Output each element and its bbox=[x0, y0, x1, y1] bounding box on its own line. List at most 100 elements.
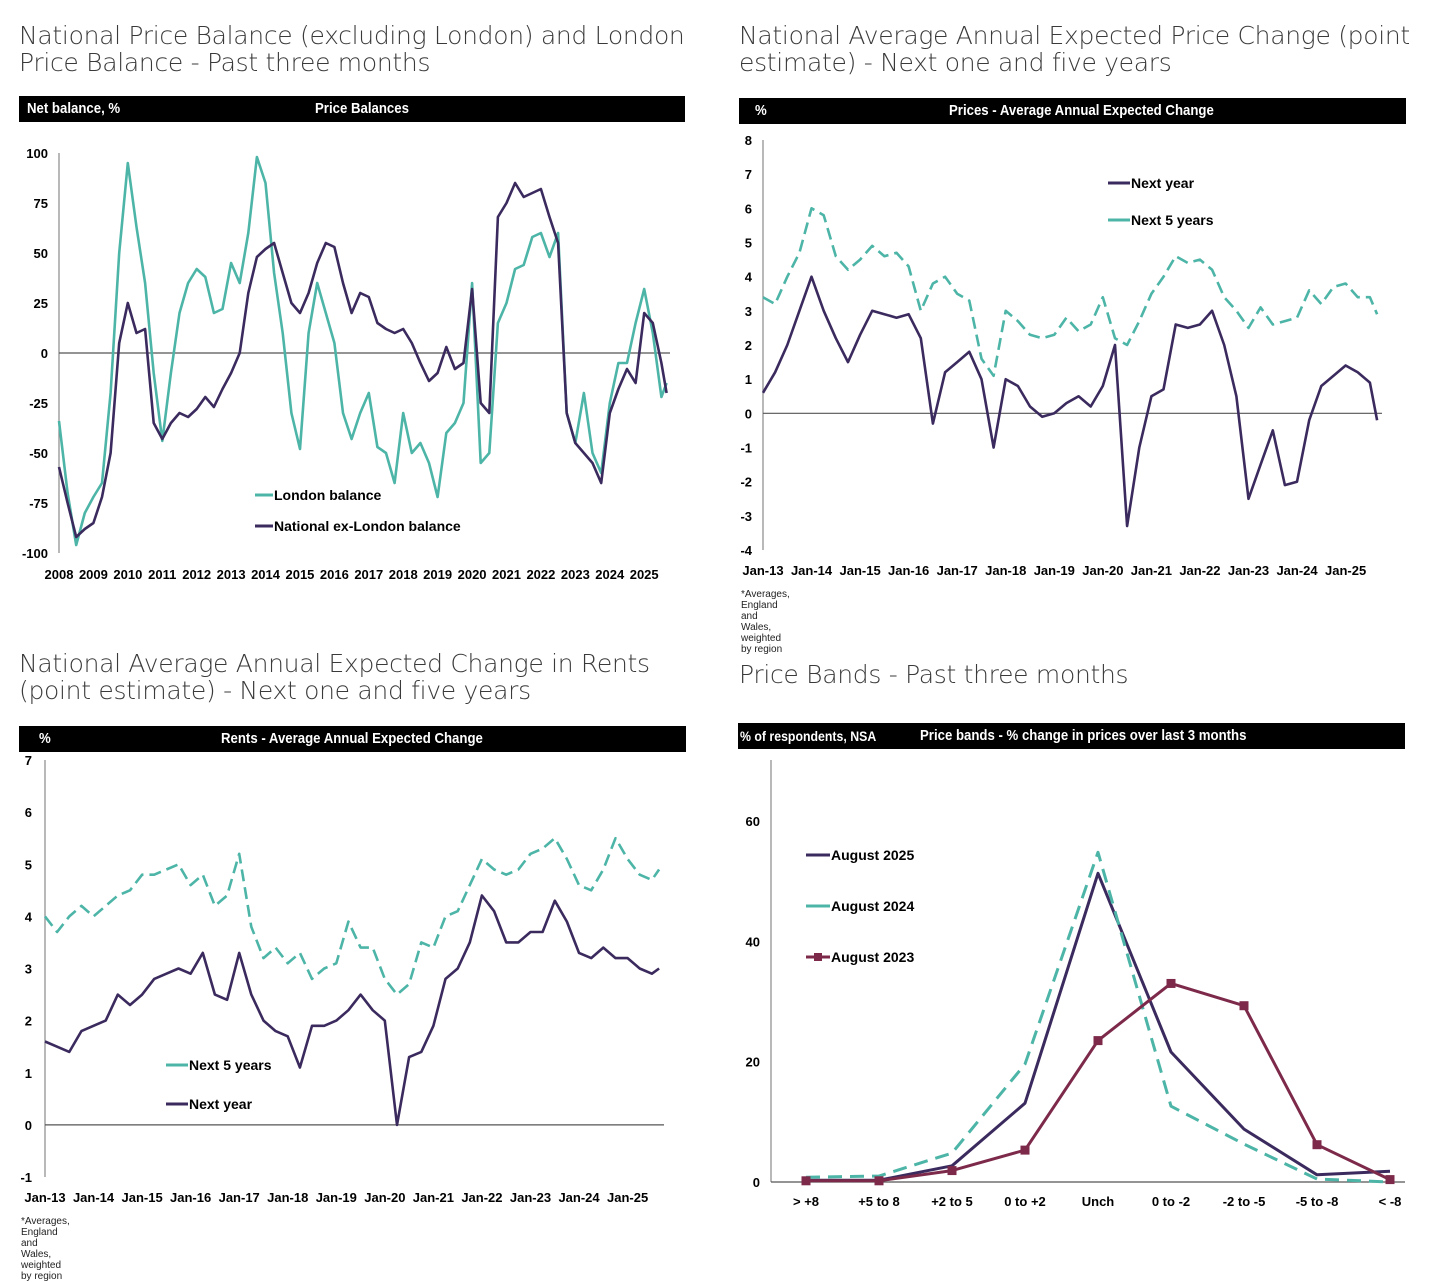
x-tick-label: > +8 bbox=[793, 1194, 819, 1209]
y-tick-label: 7 bbox=[745, 167, 752, 182]
footnote: *Averages, England and Wales, weighted b… bbox=[21, 1216, 70, 1282]
x-tick-label: Jan-13 bbox=[24, 1190, 65, 1205]
chart-title: Price bands - % change in prices over la… bbox=[920, 727, 1247, 744]
x-tick-label: Jan-25 bbox=[607, 1190, 648, 1205]
series-line-next-year bbox=[44, 894, 660, 1127]
x-tick-label: Jan-18 bbox=[267, 1190, 308, 1205]
y-tick-label: -50 bbox=[29, 446, 48, 461]
y-tick-label: 50 bbox=[34, 246, 48, 261]
chart-rents-expected-change: 7 6 5 4 3 2 1 0 -1 Jan-13 Jan-14 Jan-15 Jan-16 Jan-17… bbox=[20, 753, 664, 1205]
x-tick-label: 0 to +2 bbox=[1004, 1194, 1046, 1209]
x-tick-label: Jan-18 bbox=[985, 563, 1026, 578]
series-line-next-year bbox=[761, 275, 1379, 528]
x-tick-label: 2008 bbox=[45, 567, 74, 582]
x-tick-label: Jan-17 bbox=[219, 1190, 260, 1205]
x-tick-label: -5 to -8 bbox=[1296, 1194, 1339, 1209]
legend-label: August 2023 bbox=[831, 949, 914, 965]
data-point-marker bbox=[947, 1166, 957, 1176]
y-tick-label: 0 bbox=[745, 406, 752, 421]
y-tick-label: 25 bbox=[34, 296, 48, 311]
legend-label: National ex-London balance bbox=[274, 518, 461, 534]
y-tick-label: 7 bbox=[25, 753, 32, 768]
chart-price-bands: 60 40 20 0 > +8 +5 to 8 +2 to 5 0 to +2 Unch 0 to… bbox=[746, 760, 1405, 1209]
y-tick-label: 8 bbox=[745, 133, 752, 148]
x-tick-label: Jan-17 bbox=[937, 563, 978, 578]
chart-header-bar: % Rents - Average Annual Expected Change bbox=[19, 726, 686, 752]
series-line-national-ex-london-balance bbox=[57, 181, 668, 539]
x-tick-label: < -8 bbox=[1379, 1194, 1402, 1209]
data-point-marker bbox=[1093, 1036, 1103, 1046]
y-axis-unit-label: % bbox=[39, 730, 51, 747]
x-tick-label: Jan-23 bbox=[1228, 563, 1269, 578]
data-point-marker bbox=[801, 1176, 811, 1186]
x-tick-label: 2016 bbox=[320, 567, 349, 582]
y-tick-label: 3 bbox=[745, 304, 752, 319]
legend-label: Next year bbox=[189, 1096, 253, 1112]
y-tick-label: 75 bbox=[34, 196, 48, 211]
y-tick-label: 5 bbox=[25, 857, 32, 872]
x-tick-label: Jan-15 bbox=[839, 563, 880, 578]
series-line-next-5-years bbox=[43, 836, 661, 996]
x-tick-label: 2014 bbox=[251, 567, 281, 582]
x-tick-label: 2013 bbox=[217, 567, 246, 582]
x-tick-label: Jan-15 bbox=[121, 1190, 162, 1205]
x-tick-label: Jan-13 bbox=[742, 563, 783, 578]
data-point-marker bbox=[1312, 1140, 1322, 1150]
x-tick-label: Jan-22 bbox=[1179, 563, 1220, 578]
x-tick-label: 2021 bbox=[492, 567, 521, 582]
y-tick-label: 0 bbox=[753, 1175, 760, 1190]
chart-prices-expected-change: 8 7 6 5 4 3 2 1 0 -1 -2 -3 -4 Jan-13 Jan-14 Jan-15 Jan-1… bbox=[740, 133, 1382, 578]
x-tick-label: 2009 bbox=[79, 567, 108, 582]
x-tick-label: 2024 bbox=[595, 567, 625, 582]
data-point-marker bbox=[1020, 1145, 1030, 1155]
chart-header-bar: % of respondents, NSA Price bands - % ch… bbox=[738, 723, 1405, 749]
x-tick-label: Jan-23 bbox=[510, 1190, 551, 1205]
y-tick-label: -100 bbox=[22, 546, 48, 561]
series-line-august-2024 bbox=[805, 850, 1391, 1184]
x-tick-label: 2023 bbox=[561, 567, 590, 582]
x-tick-label: 2025 bbox=[630, 567, 659, 582]
footnote: *Averages, England and Wales, weighted b… bbox=[741, 589, 790, 655]
y-tick-label: -4 bbox=[740, 543, 752, 558]
x-tick-label: Jan-21 bbox=[413, 1190, 454, 1205]
x-tick-label: 0 to -2 bbox=[1152, 1194, 1190, 1209]
y-tick-label: 60 bbox=[746, 814, 760, 829]
x-tick-label: Jan-22 bbox=[461, 1190, 502, 1205]
y-tick-label: -25 bbox=[29, 396, 48, 411]
y-tick-label: 40 bbox=[746, 934, 760, 949]
legend-label: Next year bbox=[1131, 175, 1195, 191]
x-tick-label: Jan-21 bbox=[1131, 563, 1172, 578]
legend-label: August 2025 bbox=[831, 847, 914, 863]
x-tick-label: Jan-20 bbox=[1082, 563, 1123, 578]
x-tick-label: Jan-24 bbox=[558, 1190, 600, 1205]
x-tick-label: 2012 bbox=[182, 567, 211, 582]
x-tick-label: Jan-25 bbox=[1325, 563, 1366, 578]
legend-label: Next 5 years bbox=[1131, 212, 1214, 228]
data-point-marker bbox=[874, 1176, 884, 1186]
x-tick-label: 2010 bbox=[113, 567, 142, 582]
chart-header-bar: % Prices - Average Annual Expected Chang… bbox=[739, 98, 1406, 124]
x-tick-label: +5 to 8 bbox=[858, 1194, 900, 1209]
x-tick-label: Unch bbox=[1082, 1194, 1115, 1209]
x-tick-label: 2019 bbox=[423, 567, 452, 582]
chart-header-bar: Net balance, % Price Balances bbox=[19, 96, 685, 122]
y-tick-label: 3 bbox=[25, 962, 32, 977]
x-tick-label: Jan-14 bbox=[791, 563, 833, 578]
y-tick-label: 6 bbox=[25, 805, 32, 820]
x-tick-label: 2022 bbox=[526, 567, 555, 582]
series-line-next-5-years bbox=[762, 207, 1379, 378]
x-tick-label: +2 to 5 bbox=[931, 1194, 973, 1209]
y-tick-label: 100 bbox=[26, 146, 48, 161]
y-tick-label: -2 bbox=[740, 475, 752, 490]
y-tick-label: 2 bbox=[25, 1014, 32, 1029]
y-tick-label: 1 bbox=[745, 372, 752, 387]
series-line-august-2023 bbox=[806, 981, 1391, 1183]
legend-label: Next 5 years bbox=[189, 1057, 272, 1073]
x-tick-label: Jan-20 bbox=[364, 1190, 405, 1205]
y-tick-label: 4 bbox=[745, 270, 753, 285]
chart-price-balances: 100 75 50 25 0 -25 -50 -75 -100 2008 2009 2010 2011 2… bbox=[22, 146, 670, 582]
y-tick-label: -1 bbox=[20, 1170, 32, 1185]
y-tick-label: 5 bbox=[745, 236, 752, 251]
legend-label: August 2024 bbox=[831, 898, 914, 914]
y-axis-unit-label: Net balance, % bbox=[27, 100, 121, 117]
